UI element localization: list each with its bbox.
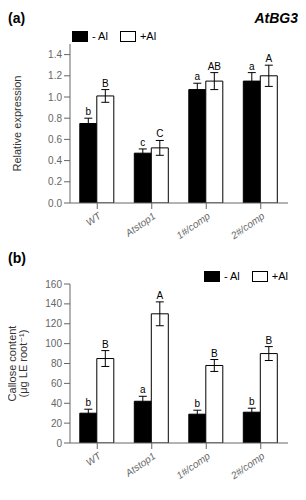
svg-text:WT: WT [84, 210, 104, 228]
svg-text:a: a [140, 384, 146, 395]
html-text:AtBG3: AtBG3 [254, 10, 298, 26]
svg-text:20: 20 [51, 418, 63, 429]
svg-text:C: C [156, 128, 163, 139]
svg-text:80: 80 [51, 358, 63, 369]
svg-text:2#/comp: 2#/comp [228, 210, 267, 242]
svg-text:b: b [86, 106, 92, 117]
svg-text:2#/comp: 2#/comp [228, 450, 267, 482]
svg-text:a: a [195, 71, 201, 82]
svg-text:B: B [102, 78, 109, 89]
html-text:+Al: +Al [271, 270, 288, 282]
svg-text:WT: WT [84, 450, 104, 468]
svg-text:160: 160 [45, 279, 62, 290]
html-text:(a): (a) [8, 10, 26, 26]
svg-text:AB: AB [208, 61, 222, 72]
svg-text:Callose content(μg LE root⁻¹): Callose content(μg LE root⁻¹) [8, 326, 29, 402]
svg-text:140: 140 [45, 298, 62, 309]
svg-text:B: B [102, 339, 109, 350]
svg-text:b: b [86, 397, 92, 408]
html-text:- Al: - Al [223, 270, 240, 282]
svg-text:0.6: 0.6 [48, 134, 62, 145]
svg-text:0.0: 0.0 [48, 198, 62, 209]
svg-text:40: 40 [51, 398, 63, 409]
svg-text:A: A [156, 290, 163, 301]
svg-text:1#/comp: 1#/comp [174, 210, 212, 241]
svg-text:0: 0 [56, 438, 62, 449]
svg-text:a: a [249, 61, 255, 72]
html-text:- Al: - Al [92, 30, 108, 42]
svg-text:1.4: 1.4 [48, 49, 62, 60]
svg-text:Atstop1: Atstop1 [123, 210, 158, 239]
svg-text:120: 120 [45, 318, 62, 329]
html-text:+Al: +Al [139, 30, 157, 42]
html-text:(b): (b) [8, 250, 26, 266]
svg-text:Atstop1: Atstop1 [123, 450, 158, 479]
svg-text:100: 100 [45, 338, 62, 349]
svg-text:b: b [249, 396, 255, 407]
svg-text:b: b [195, 398, 201, 409]
svg-text:c: c [140, 137, 145, 148]
svg-text:0.2: 0.2 [48, 176, 62, 187]
svg-text:1.0: 1.0 [48, 92, 62, 103]
svg-text:B: B [265, 335, 272, 346]
svg-text:Relative expression: Relative expression [11, 76, 23, 172]
svg-text:A: A [265, 53, 272, 64]
svg-text:B: B [211, 348, 218, 359]
svg-text:0.4: 0.4 [48, 155, 62, 166]
svg-text:60: 60 [51, 378, 63, 389]
svg-text:1#/comp: 1#/comp [174, 450, 212, 481]
svg-text:1.2: 1.2 [48, 70, 62, 81]
svg-text:0.8: 0.8 [48, 113, 62, 124]
